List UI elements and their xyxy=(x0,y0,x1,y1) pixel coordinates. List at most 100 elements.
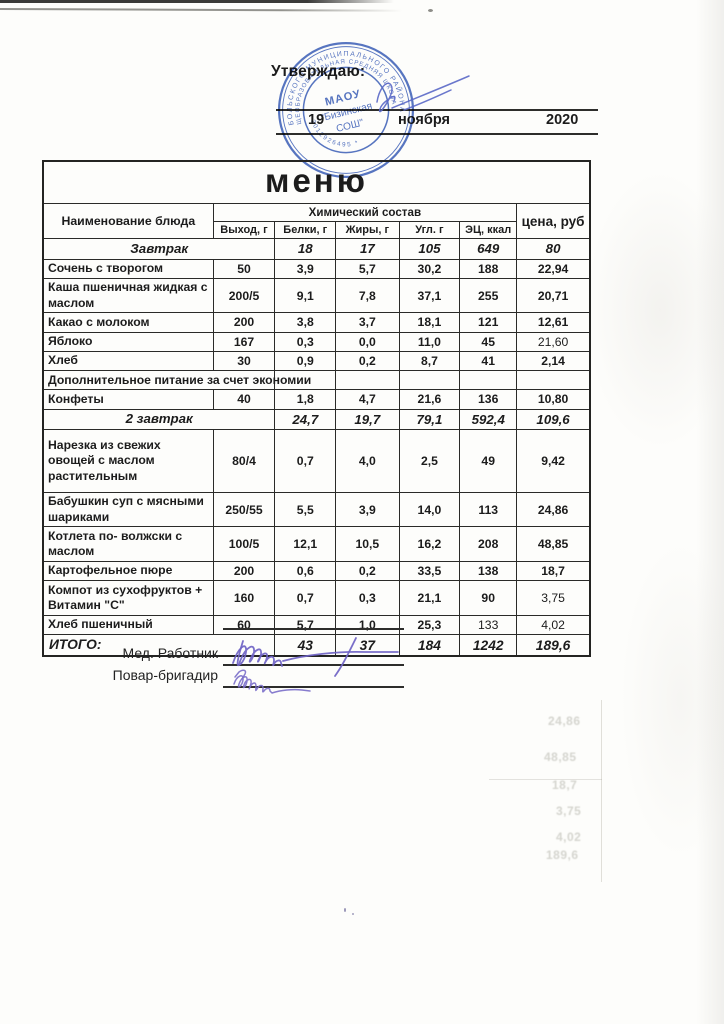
dish-name-cell: Котлета по- волжски с маслом xyxy=(42,526,214,562)
value-cell: 113 xyxy=(459,491,518,528)
value-cell: 1242 xyxy=(459,633,518,657)
date-year: 2020 xyxy=(546,112,579,128)
value-cell: 9,1 xyxy=(274,277,337,314)
value-cell: 18,7 xyxy=(516,560,591,582)
dish-name-cell: Каша пшеничная жидкая с маслом xyxy=(42,277,214,314)
dish-name-cell: Яблоко xyxy=(42,331,214,352)
value-cell: 49 xyxy=(459,429,518,493)
value-cell: 0,7 xyxy=(274,580,337,616)
value-cell: 2,5 xyxy=(398,429,461,493)
value-cell: 109,6 xyxy=(516,408,591,431)
value-cell: 9,42 xyxy=(516,429,591,493)
bleedthrough-value: 4,02 xyxy=(556,830,582,844)
value-cell: 18,1 xyxy=(398,312,461,333)
value-cell: 40 xyxy=(212,389,276,410)
paper-speck xyxy=(344,908,346,912)
dish-name-cell: Дополнительное питание за счет экономии xyxy=(42,370,311,391)
table-row: Каша пшеничная жидкая с маслом 200/5 9,1 7,… xyxy=(42,277,591,314)
dish-name-cell: Хлеб пшеничный xyxy=(42,614,214,635)
bleedthrough-horizontal-line xyxy=(489,779,602,780)
value-cell: 48,85 xyxy=(516,526,591,562)
value-cell: 8,7 xyxy=(398,350,461,372)
value-cell: 80 xyxy=(516,238,591,260)
col-header-output: Выход, г xyxy=(212,221,276,239)
table-row: Яблоко 167 0,3 0,0 11,0 45 21,60 xyxy=(42,331,591,352)
value-cell: 20,71 xyxy=(516,277,591,314)
dish-name-cell: Сочень с творогом xyxy=(42,258,214,279)
col-header-price: цена, руб xyxy=(516,203,591,239)
value-cell: 18 xyxy=(274,238,337,260)
value-cell: 12,61 xyxy=(516,312,591,333)
col-header-dish: Наименование блюда xyxy=(42,203,214,239)
value-cell: 0,2 xyxy=(335,350,400,372)
value-cell: 11,0 xyxy=(398,331,461,352)
value-cell: 2,14 xyxy=(516,350,591,372)
table-row: Нарезка из свежих овощей с маслом растит… xyxy=(42,429,591,493)
dish-name-cell: Компот из сухофруктов + Витамин "С" xyxy=(42,580,214,616)
value-cell xyxy=(459,370,518,391)
value-cell: 12,1 xyxy=(274,526,337,562)
bleedthrough-value: 24,86 xyxy=(548,714,581,728)
dish-name-cell: 2 завтрак xyxy=(42,408,276,431)
dish-name-cell: Нарезка из свежих овощей с маслом растит… xyxy=(42,429,214,493)
signature-line-blank xyxy=(223,628,404,630)
scan-edge-line-secondary xyxy=(0,8,402,12)
dish-name-cell: Завтрак xyxy=(42,238,276,260)
col-header-kcal: ЭЦ, ккал xyxy=(459,221,518,239)
value-cell: 37,1 xyxy=(398,277,461,314)
value-cell: 208 xyxy=(459,526,518,562)
table-row: Какао с молоком 200 3,8 3,7 18,1 121 12,61 xyxy=(42,312,591,333)
value-cell: 17 xyxy=(335,238,400,260)
cook-brigadier-label: Повар-бригадир xyxy=(112,667,218,683)
value-cell xyxy=(335,370,400,391)
value-cell: 5,7 xyxy=(335,258,400,279)
value-cell: 138 xyxy=(459,560,518,582)
table-subheader-row: Выход, г Белки, г Жиры, г Угл. г ЭЦ, кка… xyxy=(43,221,590,239)
value-cell: 4,0 xyxy=(335,429,400,493)
value-cell: 19,7 xyxy=(335,408,400,431)
dish-name-cell: Картофельное пюре xyxy=(42,560,214,582)
table-row: Сочень с творогом 50 3,9 5,7 30,2 188 22,94 xyxy=(42,258,591,279)
value-cell: 0,9 xyxy=(274,350,337,372)
col-header-proteins: Белки, г xyxy=(274,221,337,239)
table-row: Компот из сухофруктов + Витамин "С" 160 0,… xyxy=(42,580,591,616)
menu-table-body: Завтрак 18 17 105 649 80 Сочень с творогом 50 3,… xyxy=(42,238,591,657)
value-cell: 41 xyxy=(459,350,518,372)
value-cell: 30 xyxy=(212,350,276,372)
table-row: Дополнительное питание за счет экономии xyxy=(42,370,591,391)
value-cell: 22,94 xyxy=(516,258,591,279)
value-cell: 0,6 xyxy=(274,560,337,582)
col-header-fats: Жиры, г xyxy=(335,221,400,239)
value-cell: 3,7 xyxy=(335,312,400,333)
value-cell: 3,8 xyxy=(274,312,337,333)
value-cell: 1,0 xyxy=(335,614,400,635)
value-cell: 160 xyxy=(212,580,276,616)
bleedthrough-value: 189,6 xyxy=(546,848,579,862)
table-row: Котлета по- волжски с маслом 100/5 12,1 10,… xyxy=(42,526,591,562)
menu-table: меню Наименование блюда Химический соста… xyxy=(42,160,591,658)
table-row: Конфеты 40 1,8 4,7 21,6 136 10,80 xyxy=(42,389,591,410)
value-cell: 21,6 xyxy=(398,389,461,410)
cook-brigadier-signature-line xyxy=(223,686,404,688)
value-cell: 10,5 xyxy=(335,526,400,562)
value-cell: 3,75 xyxy=(516,580,591,616)
table-row: Хлеб 30 0,9 0,2 8,7 41 2,14 xyxy=(42,350,591,372)
table-title-row: меню xyxy=(42,160,591,204)
value-cell: 189,6 xyxy=(516,633,591,657)
table-row: Бабушкин суп с мясными шариками 250/55 5,5… xyxy=(42,491,591,528)
value-cell: 649 xyxy=(459,238,518,260)
value-cell: 3,9 xyxy=(274,258,337,279)
dish-name-cell: Хлеб xyxy=(42,350,214,372)
value-cell: 5,7 xyxy=(274,614,337,635)
value-cell: 0,7 xyxy=(274,429,337,493)
value-cell: 4,7 xyxy=(335,389,400,410)
value-cell: 100/5 xyxy=(212,526,276,562)
table-row: 2 завтрак 24,7 19,7 79,1 592,4 109,6 xyxy=(42,408,591,431)
value-cell: 200 xyxy=(212,560,276,582)
bleedthrough-value: 48,85 xyxy=(544,750,577,764)
value-cell: 200 xyxy=(212,312,276,333)
value-cell: 5,5 xyxy=(274,491,337,528)
value-cell xyxy=(516,370,591,391)
value-cell: 21,60 xyxy=(516,331,591,352)
date-day: 19 xyxy=(308,112,325,128)
